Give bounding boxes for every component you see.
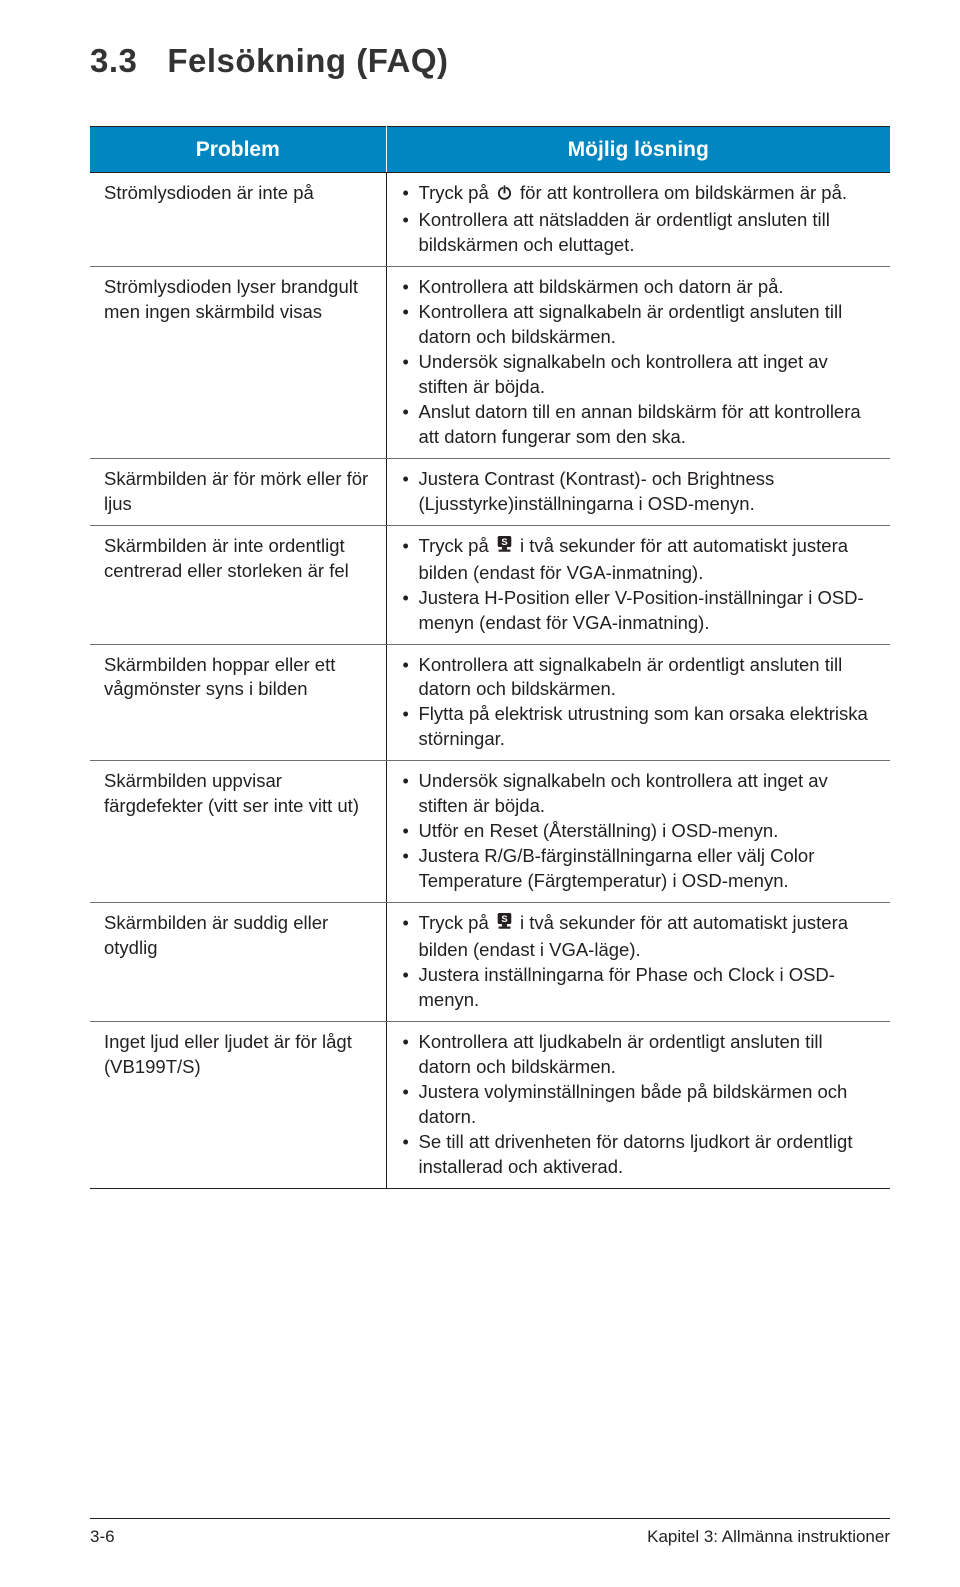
solution-cell: Tryck på S i två sekunder för att automa… [386, 903, 890, 1022]
solution-item: Undersök signalkabeln och kontrollera at… [399, 350, 879, 400]
solution-item: Kontrollera att bildskärmen och datorn ä… [399, 275, 879, 300]
solution-item: Se till att drivenheten för datorns ljud… [399, 1130, 879, 1180]
problem-cell: Skärmbilden uppvisar färgdefekter (vitt … [90, 761, 386, 903]
solution-text: Justera H-Position eller V-Position-inst… [419, 587, 864, 633]
solution-item: Kontrollera att signalkabeln är ordentli… [399, 300, 879, 350]
problem-cell: Skärmbilden är inte ordentligt centrerad… [90, 525, 386, 644]
solution-text: Justera inställningarna för Phase och Cl… [419, 964, 835, 1010]
solution-text: Anslut datorn till en annan bildskärm fö… [419, 401, 861, 447]
splendid-icon: S [496, 912, 513, 938]
solution-text: Utför en Reset (Återställning) i OSD-men… [419, 820, 779, 841]
solution-cell: Kontrollera att ljudkabeln är ordentligt… [386, 1022, 890, 1189]
footer-page-number: 3-6 [90, 1527, 115, 1547]
page: 3.3 Felsökning (FAQ) Problem Möjlig lösni… [0, 0, 960, 1189]
solution-item: Utför en Reset (Återställning) i OSD-men… [399, 819, 879, 844]
solution-item: Tryck på S i två sekunder för att automa… [399, 534, 879, 586]
solution-cell: Tryck på för att kontrollera om bildskär… [386, 173, 890, 267]
section-name: Felsökning (FAQ) [167, 42, 448, 79]
solution-text: Justera R/G/B-färginställningarna eller … [419, 845, 815, 891]
solution-list: Undersök signalkabeln och kontrollera at… [399, 769, 879, 894]
solution-text: Flytta på elektrisk utrustning som kan o… [419, 703, 868, 749]
problem-cell: Skärmbilden hoppar eller ett vågmönster … [90, 644, 386, 761]
solution-text: Tryck på [419, 912, 494, 933]
solution-list: Justera Contrast (Kontrast)- och Brightn… [399, 467, 879, 517]
solution-text: för att kontrollera om bildskärmen är på… [515, 182, 847, 203]
solution-item: Kontrollera att ljudkabeln är ordentligt… [399, 1030, 879, 1080]
solution-text: Kontrollera att signalkabeln är ordentli… [419, 301, 843, 347]
table-row: Skärmbilden är inte ordentligt centrerad… [90, 525, 890, 644]
solution-list: Kontrollera att ljudkabeln är ordentligt… [399, 1030, 879, 1180]
table-row: Skärmbilden är för mörk eller för ljus Ju… [90, 458, 890, 525]
solution-cell: Undersök signalkabeln och kontrollera at… [386, 761, 890, 903]
section-title: 3.3 Felsökning (FAQ) [90, 42, 890, 80]
solution-item: Tryck på för att kontrollera om bildskär… [399, 181, 879, 208]
solution-list: Kontrollera att bildskärmen och datorn ä… [399, 275, 879, 450]
table-header-row: Problem Möjlig lösning [90, 127, 890, 173]
solution-text: Kontrollera att ljudkabeln är ordentligt… [419, 1031, 823, 1077]
power-icon [496, 183, 513, 208]
solution-text: Undersök signalkabeln och kontrollera at… [419, 351, 828, 397]
solution-item: Justera volyminställningen både på bilds… [399, 1080, 879, 1130]
solution-item: Justera inställningarna för Phase och Cl… [399, 963, 879, 1013]
solution-list: Kontrollera att signalkabeln är ordentli… [399, 653, 879, 753]
solution-item: Justera H-Position eller V-Position-inst… [399, 586, 879, 636]
problem-cell: Skärmbilden är suddig eller otydlig [90, 903, 386, 1022]
solution-list: Tryck på för att kontrollera om bildskär… [399, 181, 879, 258]
col-header-solution: Möjlig lösning [386, 127, 890, 173]
problem-cell: Strömlysdioden är inte på [90, 173, 386, 267]
solution-item: Undersök signalkabeln och kontrollera at… [399, 769, 879, 819]
table-row: Strömlysdioden är inte på Tryck på för at… [90, 173, 890, 267]
svg-text:S: S [501, 914, 507, 924]
svg-text:S: S [501, 537, 507, 547]
solution-item: Kontrollera att nätsladden är ordentligt… [399, 208, 879, 258]
solution-text: Kontrollera att bildskärmen och datorn ä… [419, 276, 784, 297]
solution-item: Anslut datorn till en annan bildskärm fö… [399, 400, 879, 450]
solution-item: Justera R/G/B-färginställningarna eller … [399, 844, 879, 894]
table-row: Skärmbilden hoppar eller ett vågmönster … [90, 644, 890, 761]
problem-cell: Inget ljud eller ljudet är för lågt (VB1… [90, 1022, 386, 1189]
table-row: Skärmbilden uppvisar färgdefekter (vitt … [90, 761, 890, 903]
solution-text: Justera volyminställningen både på bilds… [419, 1081, 848, 1127]
problem-cell: Skärmbilden är för mörk eller för ljus [90, 458, 386, 525]
solution-cell: Kontrollera att signalkabeln är ordentli… [386, 644, 890, 761]
splendid-icon: S [496, 535, 513, 561]
faq-table: Problem Möjlig lösning Strömlysdioden är… [90, 126, 890, 1189]
solution-cell: Kontrollera att bildskärmen och datorn ä… [386, 266, 890, 458]
solution-text: Se till att drivenheten för datorns ljud… [419, 1131, 853, 1177]
solution-text: Justera Contrast (Kontrast)- och Brightn… [419, 468, 775, 514]
solution-text: Kontrollera att signalkabeln är ordentli… [419, 654, 843, 700]
solution-text: Tryck på [419, 182, 494, 203]
table-row: Strömlysdioden lyser brandgult men ingen… [90, 266, 890, 458]
solution-item: Flytta på elektrisk utrustning som kan o… [399, 702, 879, 752]
solution-list: Tryck på S i två sekunder för att automa… [399, 911, 879, 1013]
solution-item: Justera Contrast (Kontrast)- och Brightn… [399, 467, 879, 517]
solution-item: Tryck på S i två sekunder för att automa… [399, 911, 879, 963]
solution-cell: Tryck på S i två sekunder för att automa… [386, 525, 890, 644]
col-header-problem: Problem [90, 127, 386, 173]
solution-cell: Justera Contrast (Kontrast)- och Brightn… [386, 458, 890, 525]
solution-text: Undersök signalkabeln och kontrollera at… [419, 770, 828, 816]
page-footer: 3-6 Kapitel 3: Allmänna instruktioner [90, 1518, 890, 1547]
table-body: Strömlysdioden är inte på Tryck på för at… [90, 173, 890, 1189]
section-number: 3.3 [90, 42, 137, 79]
solution-text: Tryck på [419, 535, 494, 556]
solution-text: Kontrollera att nätsladden är ordentligt… [419, 209, 830, 255]
footer-chapter: Kapitel 3: Allmänna instruktioner [647, 1527, 890, 1547]
solution-list: Tryck på S i två sekunder för att automa… [399, 534, 879, 636]
solution-item: Kontrollera att signalkabeln är ordentli… [399, 653, 879, 703]
table-row: Inget ljud eller ljudet är för lågt (VB1… [90, 1022, 890, 1189]
table-row: Skärmbilden är suddig eller otydligTryck… [90, 903, 890, 1022]
problem-cell: Strömlysdioden lyser brandgult men ingen… [90, 266, 386, 458]
